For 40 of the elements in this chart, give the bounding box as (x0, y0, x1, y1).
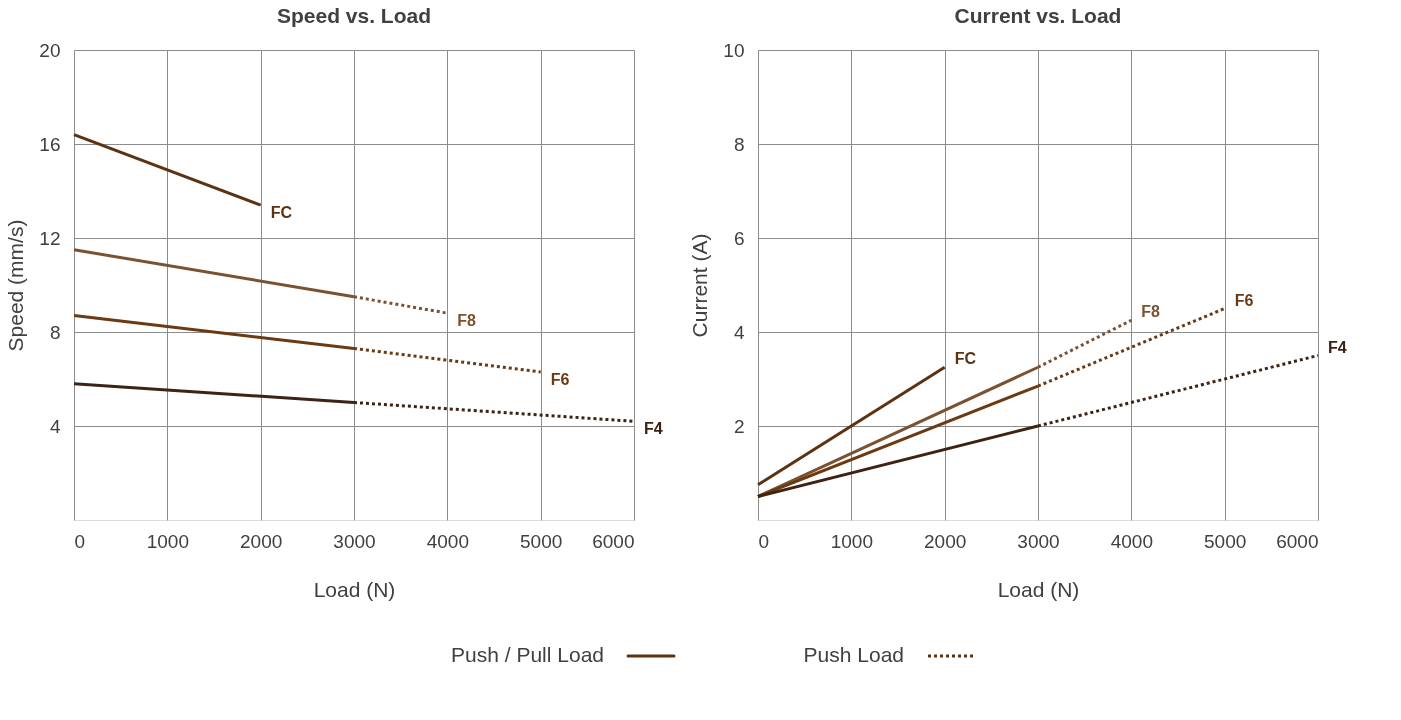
y-tick-label: 8 (733, 133, 745, 155)
chart-title: Speed vs. Load (276, 4, 432, 27)
y-axis-title: Speed (mm/s) (4, 219, 28, 352)
x-tick-label: 2000 (240, 530, 283, 552)
y-tick-label: 4 (49, 415, 61, 437)
y-tick-label: 16 (39, 133, 61, 155)
y-tick-label: 4 (733, 321, 745, 343)
x-tick-label: 1000 (830, 530, 873, 552)
x-tick-label: 3000 (1017, 530, 1060, 552)
y-axis-title: Current (A) (688, 233, 712, 338)
y-tick-label: 12 (39, 227, 61, 249)
x-tick-label: 0 (758, 530, 770, 552)
x-axis-title: Load (N) (313, 577, 396, 601)
x-tick-label: 0 (74, 530, 86, 552)
series-label: F4 (644, 420, 663, 438)
series-label: F6 (550, 370, 570, 388)
y-tick-label: 20 (39, 39, 61, 61)
y-tick-label: 2 (733, 415, 745, 437)
series-label: F8 (457, 312, 477, 330)
series-label: F6 (1234, 291, 1254, 309)
series-label: FC (954, 350, 977, 368)
y-tick-label: 10 (723, 39, 745, 61)
x-axis-title: Load (N) (997, 577, 1080, 601)
x-tick-label: 2000 (924, 530, 967, 552)
chart-title: Current vs. Load (954, 4, 1122, 27)
series-label: FC (270, 204, 293, 222)
x-tick-label: 4000 (1110, 530, 1153, 552)
text: Push Load (803, 643, 904, 666)
series-label: F8 (1141, 303, 1161, 321)
x-tick-label: 1000 (146, 530, 189, 552)
y-tick-label: 8 (49, 321, 61, 343)
x-tick-label: 5000 (520, 530, 563, 552)
x-tick-label: 3000 (333, 530, 376, 552)
y-tick-label: 6 (733, 227, 745, 249)
text: Push / Pull Load (451, 643, 604, 666)
series-label: F4 (1328, 338, 1347, 356)
x-tick-label: 5000 (1204, 530, 1247, 552)
x-tick-label: 6000 (1276, 530, 1319, 552)
x-tick-label: 4000 (426, 530, 469, 552)
x-tick-label: 6000 (592, 530, 635, 552)
